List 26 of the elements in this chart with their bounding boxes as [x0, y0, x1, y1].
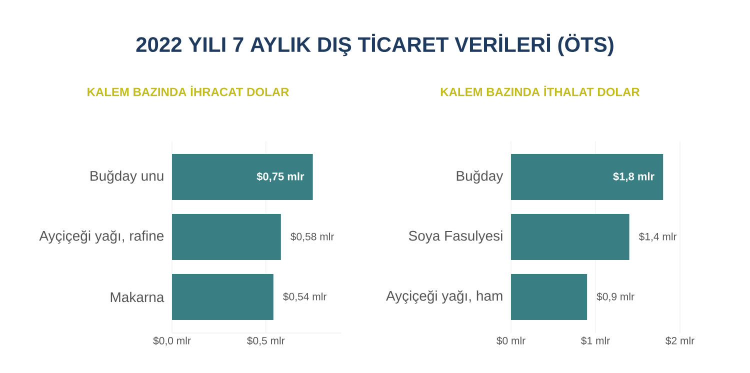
chart-title: KALEM BAZINDA İHRACAT DOLAR — [88, 86, 289, 96]
data-label: $0,54 mlr — [283, 292, 327, 302]
x-tick-label: $2 mlr — [666, 336, 694, 346]
bar — [172, 214, 281, 260]
y-tick-label: Soya Fasulyesi — [408, 230, 502, 244]
x-tick-label: $0 mlr — [496, 336, 526, 346]
bar — [172, 154, 313, 200]
data-label: $1,8 mlr — [613, 172, 654, 182]
x-tick-label: $1 mlr — [581, 336, 610, 346]
x-tick-label: $0,5 mlr — [247, 336, 285, 346]
y-tick-label: Ayçiçeği yağı, rafine — [39, 230, 164, 244]
data-label: $0,75 mlr — [256, 172, 304, 182]
y-tick-label: Ayçiçeği yağı, ham — [386, 290, 502, 304]
data-label: $1,4 mlr — [638, 232, 677, 242]
bar — [511, 154, 664, 200]
bar — [172, 274, 274, 320]
text: 2022 YILI 7 AYLIK DIŞ TİCARET VERİLERİ (ÖTS) — [136, 34, 614, 56]
y-tick-label: Buğday unu — [90, 170, 164, 184]
chart-title: KALEM BAZINDA İTHALAT DOLAR — [440, 86, 640, 96]
bar — [511, 274, 588, 320]
data-label: $0,58 mlr — [290, 232, 334, 242]
data-label: $0,9 mlr — [596, 292, 634, 302]
x-tick-label: $0,0 mlr — [153, 336, 191, 346]
y-tick-label: Buğday — [456, 170, 504, 184]
y-tick-label: Makarna — [110, 292, 164, 302]
bar — [511, 214, 630, 260]
